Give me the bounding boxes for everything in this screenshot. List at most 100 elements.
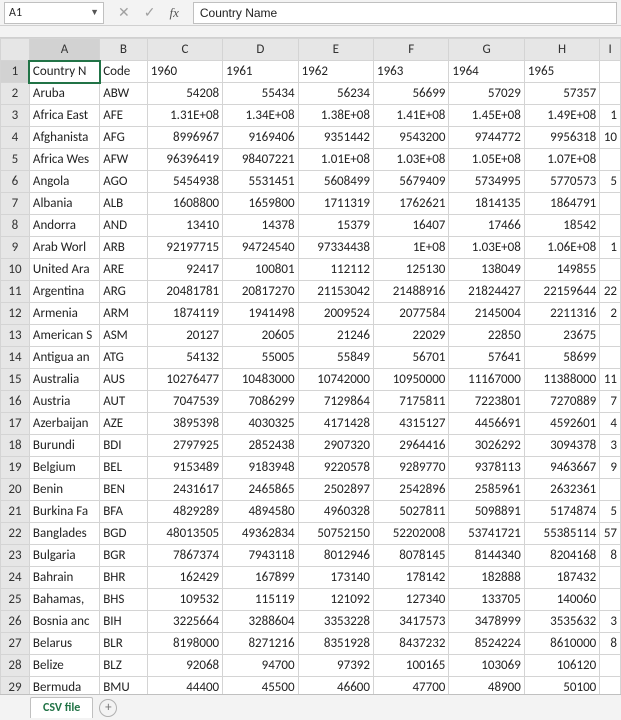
cell-E1[interactable]: 1962 [298,61,373,83]
cell-D23[interactable]: 7943118 [223,545,298,567]
cell-H12[interactable]: 2211316 [524,303,599,325]
cell-G26[interactable]: 3478999 [449,611,524,633]
cell-C14[interactable]: 54132 [147,347,222,369]
cell-D6[interactable]: 5531451 [223,171,298,193]
cell-E7[interactable]: 1711319 [298,193,373,215]
cell-G13[interactable]: 22850 [449,325,524,347]
cell-E9[interactable]: 97334438 [298,237,373,259]
cell-I1[interactable] [600,61,621,83]
cell-B26[interactable]: BIH [100,611,148,633]
column-header-G[interactable]: G [449,39,524,61]
cell-I4[interactable]: 10 [600,127,621,149]
cell-F8[interactable]: 16407 [373,215,448,237]
column-header-E[interactable]: E [298,39,373,61]
cell-C13[interactable]: 20127 [147,325,222,347]
cell-A23[interactable]: Bulgaria [29,545,99,567]
cell-H25[interactable]: 140060 [524,589,599,611]
cell-C22[interactable]: 48013505 [147,523,222,545]
cell-A13[interactable]: American S [29,325,99,347]
cell-C28[interactable]: 92068 [147,655,222,677]
fx-icon[interactable]: fx [169,5,178,21]
cell-I12[interactable]: 2 [600,303,621,325]
cell-B16[interactable]: AUT [100,391,148,413]
row-header-16[interactable]: 16 [1,391,30,413]
cell-G6[interactable]: 5734995 [449,171,524,193]
cell-I13[interactable] [600,325,621,347]
cell-F21[interactable]: 5027811 [373,501,448,523]
cell-B20[interactable]: BEN [100,479,148,501]
cell-C24[interactable]: 162429 [147,567,222,589]
cell-I10[interactable] [600,259,621,281]
row-header-27[interactable]: 27 [1,633,30,655]
cell-D19[interactable]: 9183948 [223,457,298,479]
cell-I8[interactable] [600,215,621,237]
cell-A22[interactable]: Banglades [29,523,99,545]
cell-G21[interactable]: 5098891 [449,501,524,523]
cell-F12[interactable]: 2077584 [373,303,448,325]
cell-G5[interactable]: 1.05E+08 [449,149,524,171]
cell-F24[interactable]: 178142 [373,567,448,589]
cell-B4[interactable]: AFG [100,127,148,149]
row-header-10[interactable]: 10 [1,259,30,281]
cell-H20[interactable]: 2632361 [524,479,599,501]
cell-I28[interactable] [600,655,621,677]
cell-E21[interactable]: 4960328 [298,501,373,523]
add-sheet-button[interactable]: + [99,699,117,717]
cell-B18[interactable]: BDI [100,435,148,457]
cell-F16[interactable]: 7175811 [373,391,448,413]
cell-I23[interactable]: 8 [600,545,621,567]
cell-H18[interactable]: 3094378 [524,435,599,457]
column-header-I[interactable]: I [600,39,621,61]
cell-F11[interactable]: 21488916 [373,281,448,303]
cell-F5[interactable]: 1.03E+08 [373,149,448,171]
cell-G11[interactable]: 21824427 [449,281,524,303]
cell-G15[interactable]: 11167000 [449,369,524,391]
cell-D24[interactable]: 167899 [223,567,298,589]
row-header-9[interactable]: 9 [1,237,30,259]
cell-G14[interactable]: 57641 [449,347,524,369]
cell-F28[interactable]: 100165 [373,655,448,677]
cell-I14[interactable] [600,347,621,369]
cell-F10[interactable]: 125130 [373,259,448,281]
cell-I6[interactable]: 5 [600,171,621,193]
cell-I11[interactable]: 22 [600,281,621,303]
cell-E4[interactable]: 9351442 [298,127,373,149]
cell-G20[interactable]: 2585961 [449,479,524,501]
cell-A6[interactable]: Angola [29,171,99,193]
cell-C11[interactable]: 20481781 [147,281,222,303]
cell-A2[interactable]: Aruba [29,83,99,105]
row-header-2[interactable]: 2 [1,83,30,105]
column-header-H[interactable]: H [524,39,599,61]
cell-A17[interactable]: Azerbaijan [29,413,99,435]
cell-D22[interactable]: 49362834 [223,523,298,545]
cell-A24[interactable]: Bahrain [29,567,99,589]
cell-H6[interactable]: 5770573 [524,171,599,193]
cell-B22[interactable]: BGD [100,523,148,545]
cell-I16[interactable]: 7 [600,391,621,413]
cell-B2[interactable]: ABW [100,83,148,105]
cell-G10[interactable]: 138049 [449,259,524,281]
cell-C25[interactable]: 109532 [147,589,222,611]
cell-I9[interactable]: 1 [600,237,621,259]
row-header-13[interactable]: 13 [1,325,30,347]
row-header-19[interactable]: 19 [1,457,30,479]
cell-I19[interactable]: 9 [600,457,621,479]
cell-F18[interactable]: 2964416 [373,435,448,457]
cell-A3[interactable]: Africa East [29,105,99,127]
cell-E19[interactable]: 9220578 [298,457,373,479]
cell-F3[interactable]: 1.41E+08 [373,105,448,127]
cell-A14[interactable]: Antigua an [29,347,99,369]
cell-H19[interactable]: 9463667 [524,457,599,479]
cell-G24[interactable]: 182888 [449,567,524,589]
row-header-3[interactable]: 3 [1,105,30,127]
row-header-17[interactable]: 17 [1,413,30,435]
cell-B6[interactable]: AGO [100,171,148,193]
cell-D5[interactable]: 98407221 [223,149,298,171]
cell-B11[interactable]: ARG [100,281,148,303]
row-header-18[interactable]: 18 [1,435,30,457]
cell-D11[interactable]: 20817270 [223,281,298,303]
row-header-11[interactable]: 11 [1,281,30,303]
cell-A9[interactable]: Arab Worl [29,237,99,259]
cell-G25[interactable]: 133705 [449,589,524,611]
cell-G1[interactable]: 1964 [449,61,524,83]
